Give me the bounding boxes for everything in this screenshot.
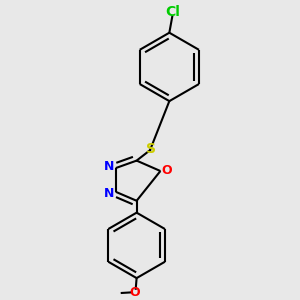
Text: S: S (146, 142, 157, 156)
Text: Cl: Cl (165, 5, 180, 19)
Text: O: O (162, 164, 172, 177)
Text: N: N (104, 187, 114, 200)
Text: O: O (130, 286, 140, 299)
Text: N: N (104, 160, 114, 173)
